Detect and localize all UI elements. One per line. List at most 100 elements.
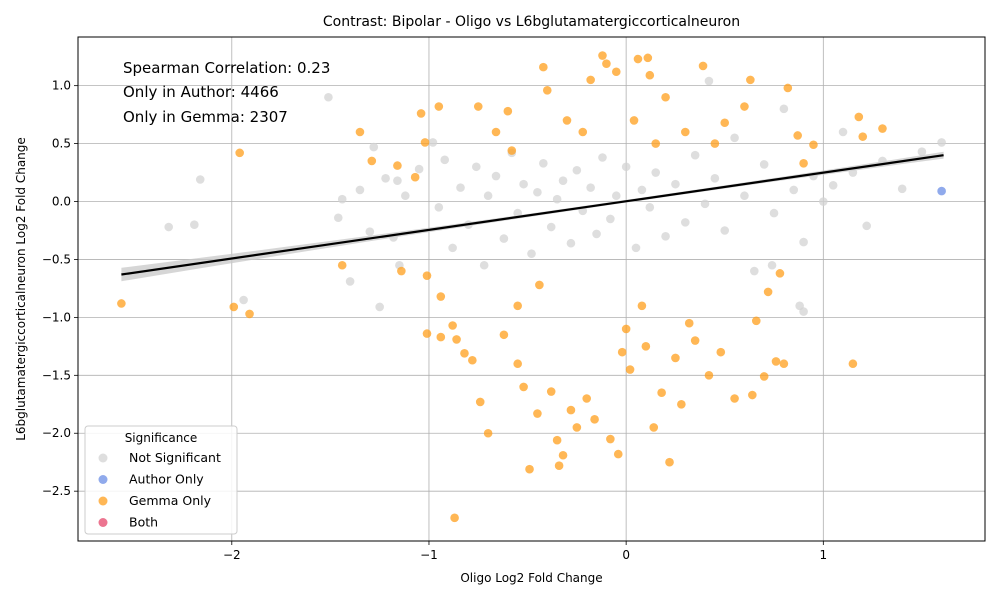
data-point (645, 70, 655, 80)
data-point (552, 435, 562, 445)
data-point (519, 382, 528, 392)
data-point (393, 161, 402, 170)
data-point (730, 394, 739, 403)
data-point (606, 434, 615, 444)
y-tick-label: 1.0 (52, 79, 71, 93)
data-point (410, 172, 420, 182)
data-point (838, 127, 848, 137)
legend-marker (98, 475, 108, 484)
data-point (578, 127, 588, 137)
data-point (483, 191, 493, 201)
data-point (651, 139, 661, 148)
data-point (533, 409, 542, 418)
data-point (704, 371, 714, 380)
data-point (369, 142, 379, 152)
data-point (416, 109, 426, 118)
data-point (401, 191, 410, 201)
data-point (436, 332, 446, 342)
data-point (586, 183, 595, 192)
data-point (671, 179, 680, 189)
data-point (420, 138, 430, 147)
legend: Significance Not Significant Author Only G… (84, 425, 238, 535)
regression-line (121, 154, 944, 276)
y-tick-label: −1.5 (42, 368, 71, 382)
data-point (190, 220, 199, 229)
data-point (542, 85, 552, 95)
data-point (499, 330, 509, 340)
y-axis-ticks: −2.5 −2.0 −1.5 −1.0 −0.5 0.0 0.5 1.0 (42, 79, 78, 498)
data-point (611, 191, 621, 201)
data-point (513, 359, 522, 369)
data-point (539, 62, 548, 72)
data-point (602, 59, 611, 68)
data-point (730, 133, 739, 143)
y-tick-label: 0.0 (52, 195, 71, 209)
plot-border (77, 36, 986, 542)
x-tick-label: 0 (622, 548, 630, 562)
data-point (422, 271, 432, 280)
data-point (479, 260, 489, 270)
series-not-significant (164, 76, 946, 316)
legend-marker (98, 453, 108, 463)
data-point (631, 243, 641, 253)
data-point (799, 237, 808, 247)
data-point (452, 335, 461, 344)
data-point (937, 138, 946, 147)
data-point (848, 168, 858, 177)
legend-box (84, 425, 238, 535)
data-point (862, 221, 871, 231)
x-axis-label: Oligo Log2 Fold Change (460, 571, 602, 585)
data-point (710, 174, 720, 183)
data-point (367, 156, 377, 166)
data-point (759, 372, 769, 381)
data-point (828, 181, 838, 190)
data-point (637, 301, 647, 311)
data-point (698, 61, 708, 71)
data-point (613, 449, 623, 459)
data-point (771, 357, 781, 366)
x-tick-label: −1 (420, 548, 438, 562)
data-point (710, 139, 720, 148)
data-point (598, 153, 607, 162)
x-tick-label: 1 (819, 548, 827, 562)
data-point (937, 186, 946, 196)
data-point (513, 301, 522, 311)
data-point (562, 116, 572, 125)
data-point (677, 399, 686, 409)
data-point (690, 150, 700, 160)
data-point (355, 185, 365, 195)
data-point (661, 92, 670, 102)
data-point (566, 405, 576, 415)
legend-label: Both (129, 515, 158, 530)
data-point (513, 208, 522, 218)
data-point (621, 324, 631, 334)
data-point (229, 302, 239, 312)
data-point (460, 349, 469, 358)
data-point (582, 394, 592, 403)
data-point (554, 461, 564, 470)
data-point (434, 203, 444, 212)
data-point (625, 365, 635, 374)
data-point (195, 175, 205, 184)
data-point (499, 234, 509, 243)
data-point (507, 146, 517, 155)
data-point (716, 347, 726, 357)
data-point (235, 148, 244, 158)
data-point (700, 199, 710, 209)
data-point (680, 127, 690, 137)
data-point (704, 76, 714, 86)
x-tick-label: −2 (223, 548, 241, 562)
data-point (848, 359, 858, 369)
data-point (546, 387, 556, 396)
data-point (539, 158, 548, 168)
data-point (671, 353, 680, 363)
data-point (566, 238, 576, 248)
data-point (473, 102, 483, 111)
data-point (422, 329, 432, 338)
data-point (592, 229, 601, 239)
data-point (552, 194, 562, 204)
data-point (690, 336, 700, 345)
legend-marker (98, 518, 108, 527)
legend-title: Significance (125, 431, 198, 445)
